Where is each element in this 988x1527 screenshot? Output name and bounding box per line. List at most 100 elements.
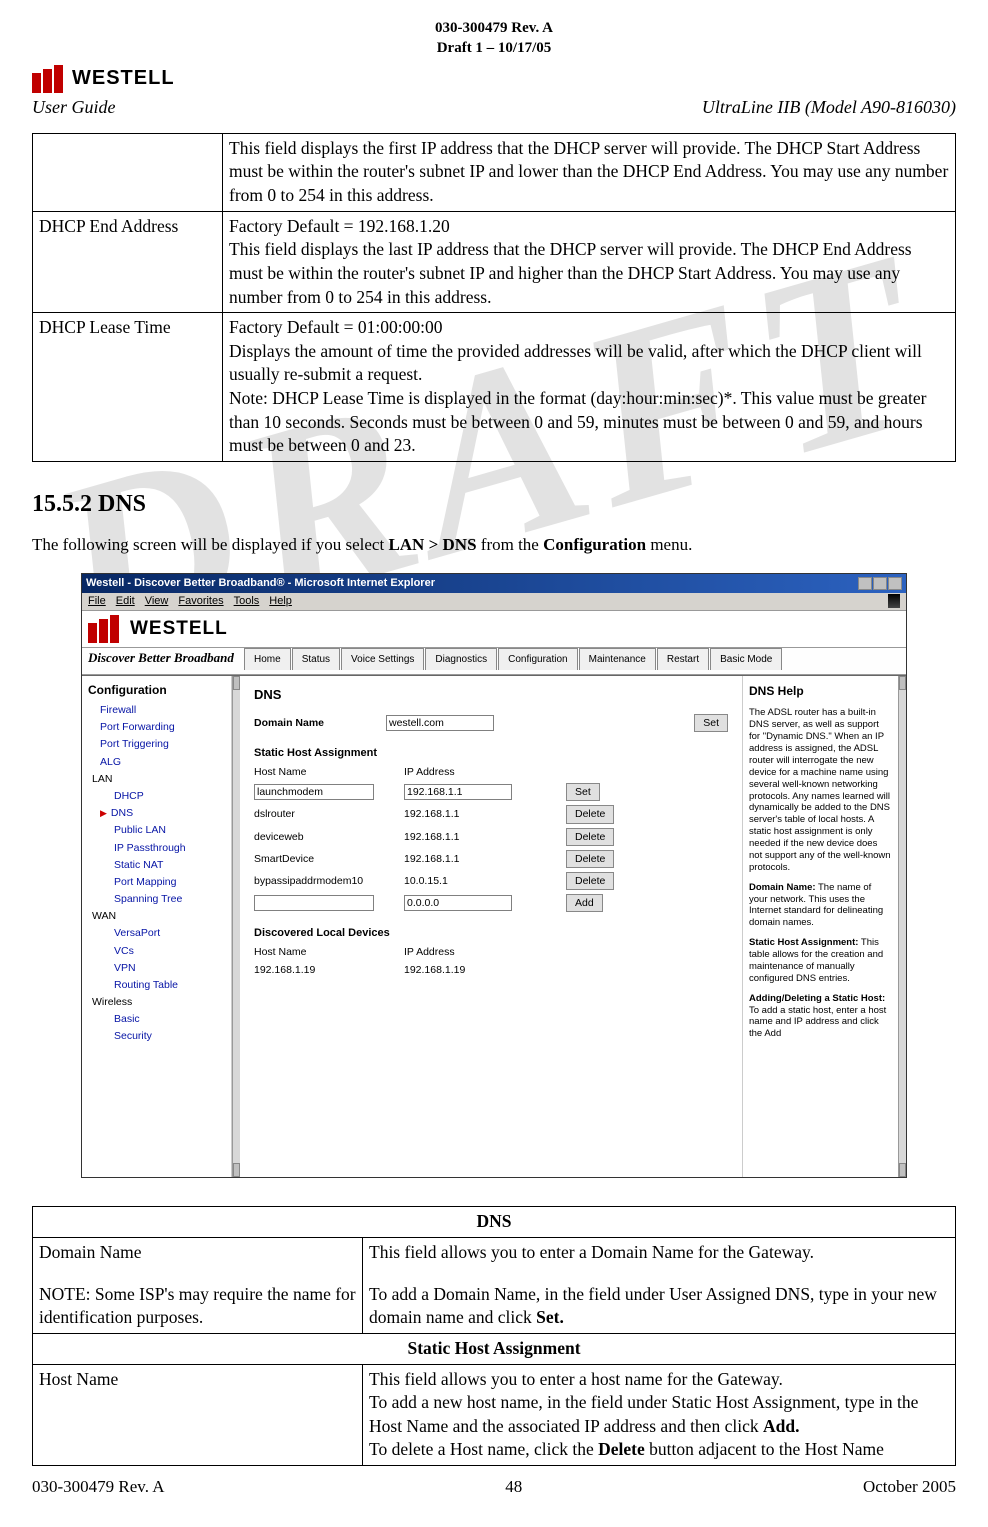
set-button[interactable]: Set	[694, 714, 728, 732]
dhcp-row3-col2: Factory Default = 01:00:00:00 Displays t…	[223, 313, 956, 462]
domain-name-label: Domain Name	[254, 716, 386, 730]
sidebar-item-ip-passthrough[interactable]: IP Passthrough	[88, 839, 227, 856]
sidebar-nav: Configuration FirewallPort ForwardingPor…	[82, 676, 232, 1177]
dns-domain-desc-cell: This field allows you to enter a Domain …	[363, 1238, 956, 1334]
menu-item-favorites[interactable]: Favorites	[178, 595, 223, 607]
discovered-ip: 192.168.1.19	[404, 963, 554, 977]
panel-heading: DNS	[254, 686, 728, 704]
header-rev: 030-300479 Rev. A	[32, 18, 956, 38]
minimize-button[interactable]	[858, 577, 872, 590]
sidebar-item-firewall[interactable]: Firewall	[88, 702, 227, 719]
footer-right: October 2005	[863, 1476, 956, 1499]
dns-table: DNS Domain Name NOTE: Some ISP's may req…	[32, 1206, 956, 1466]
host-name-value: dslrouter	[254, 807, 404, 821]
close-button[interactable]	[888, 577, 902, 590]
sidebar-item-versaport[interactable]: VersaPort	[88, 925, 227, 942]
sidebar-item-spanning-tree[interactable]: Spanning Tree	[88, 891, 227, 908]
section-number: 15.5.2	[32, 491, 92, 517]
westell-logo-text: WESTELL	[130, 616, 228, 642]
delete-button[interactable]: Delete	[566, 850, 614, 868]
help-p4: Adding/Deleting a Static Host: To add a …	[749, 993, 892, 1041]
tab-home[interactable]: Home	[244, 648, 291, 671]
ip-address-value: 10.0.15.1	[404, 874, 554, 888]
ie-titlebar: Westell - Discover Better Broadband® - M…	[82, 574, 906, 593]
sidebar-item-vcs[interactable]: VCs	[88, 942, 227, 959]
maximize-button[interactable]	[873, 577, 887, 590]
col-host-name: Host Name	[254, 945, 404, 959]
sidebar-item-dhcp[interactable]: DHCP	[88, 787, 227, 804]
dhcp-table: This field displays the first IP address…	[32, 133, 956, 462]
sidebar-item-dns[interactable]: DNS	[88, 805, 227, 822]
dns-table-header: DNS	[33, 1207, 956, 1238]
col-ip-address: IP Address	[404, 945, 554, 959]
footer-left: 030-300479 Rev. A	[32, 1476, 165, 1499]
col-ip-address: IP Address	[404, 765, 554, 779]
page-footer: 030-300479 Rev. A 48 October 2005	[32, 1476, 956, 1499]
sidebar-item-public-lan[interactable]: Public LAN	[88, 822, 227, 839]
set-button[interactable]: Set	[566, 783, 600, 801]
ip-address-value: 192.168.1.1	[404, 807, 554, 821]
static-host-heading: Static Host Assignment	[254, 746, 728, 761]
sidebar-item-port-triggering[interactable]: Port Triggering	[88, 736, 227, 753]
tab-configuration[interactable]: Configuration	[498, 648, 577, 671]
section-title: DNS	[98, 491, 146, 517]
host-name-cell: Host Name	[33, 1364, 363, 1466]
nav-tabs: HomeStatusVoice SettingsDiagnosticsConfi…	[244, 648, 783, 671]
footer-page-number: 48	[505, 1476, 522, 1499]
help-panel: DNS Help The ADSL router has a built-in …	[742, 676, 898, 1177]
host-name-value: deviceweb	[254, 830, 404, 844]
sidebar-scrollbar[interactable]	[232, 676, 240, 1177]
tab-basic-mode[interactable]: Basic Mode	[710, 648, 782, 671]
domain-name-input[interactable]	[386, 715, 494, 731]
westell-logo-icon	[32, 65, 66, 93]
sidebar-item-routing-table[interactable]: Routing Table	[88, 976, 227, 993]
sidebar-item-vpn[interactable]: VPN	[88, 959, 227, 976]
static-host-row: Add	[254, 894, 728, 912]
sidebar-item-port-mapping[interactable]: Port Mapping	[88, 873, 227, 890]
sidebar-item-alg[interactable]: ALG	[88, 753, 227, 770]
host-name-value: SmartDevice	[254, 852, 404, 866]
tab-status[interactable]: Status	[292, 648, 340, 671]
ip-address-value: 192.168.1.1	[404, 852, 554, 866]
static-host-row: deviceweb192.168.1.1Delete	[254, 828, 728, 846]
user-guide-label: User Guide	[32, 95, 175, 119]
host-name-input[interactable]	[254, 895, 374, 911]
sidebar-item-port-forwarding[interactable]: Port Forwarding	[88, 719, 227, 736]
delete-button[interactable]: Delete	[566, 805, 614, 823]
dhcp-row2-col1: DHCP End Address	[33, 211, 223, 313]
menu-item-file[interactable]: File	[88, 595, 106, 607]
sidebar-item-wan[interactable]: WAN	[88, 908, 227, 925]
menu-item-tools[interactable]: Tools	[234, 595, 260, 607]
ip-address-input[interactable]	[404, 895, 512, 911]
main-panel: DNS Domain Name Set Static Host Assignme…	[240, 676, 742, 1177]
static-host-header: Static Host Assignment	[33, 1333, 956, 1364]
add-button[interactable]: Add	[566, 894, 603, 912]
dhcp-row3-col1: DHCP Lease Time	[33, 313, 223, 462]
ie-title-text: Westell - Discover Better Broadband® - M…	[86, 576, 435, 591]
model-label: UltraLine IIB (Model A90-816030)	[702, 95, 956, 119]
tab-restart[interactable]: Restart	[657, 648, 709, 671]
delete-button[interactable]: Delete	[566, 828, 614, 846]
sidebar-item-static-nat[interactable]: Static NAT	[88, 856, 227, 873]
tab-voice-settings[interactable]: Voice Settings	[341, 648, 424, 671]
westell-logo-icon	[88, 615, 122, 643]
sidebar-item-lan[interactable]: LAN	[88, 770, 227, 787]
sidebar-title: Configuration	[88, 682, 227, 698]
tab-maintenance[interactable]: Maintenance	[579, 648, 656, 671]
intro-text: The following screen will be displayed i…	[32, 534, 956, 557]
menu-item-edit[interactable]: Edit	[116, 595, 135, 607]
sidebar-item-wireless[interactable]: Wireless	[88, 994, 227, 1011]
header-draft: Draft 1 – 10/17/05	[32, 38, 956, 58]
ie-menubar: File Edit View Favorites Tools Help	[88, 594, 302, 609]
sidebar-item-security[interactable]: Security	[88, 1028, 227, 1045]
help-scrollbar[interactable]	[898, 676, 906, 1177]
ip-address-input[interactable]	[404, 784, 512, 800]
delete-button[interactable]: Delete	[566, 872, 614, 890]
help-heading: DNS Help	[749, 684, 892, 699]
menu-item-view[interactable]: View	[145, 595, 169, 607]
sidebar-item-basic[interactable]: Basic	[88, 1011, 227, 1028]
discovered-heading: Discovered Local Devices	[254, 926, 728, 941]
menu-item-help[interactable]: Help	[269, 595, 292, 607]
tab-diagnostics[interactable]: Diagnostics	[425, 648, 497, 671]
host-name-input[interactable]	[254, 784, 374, 800]
